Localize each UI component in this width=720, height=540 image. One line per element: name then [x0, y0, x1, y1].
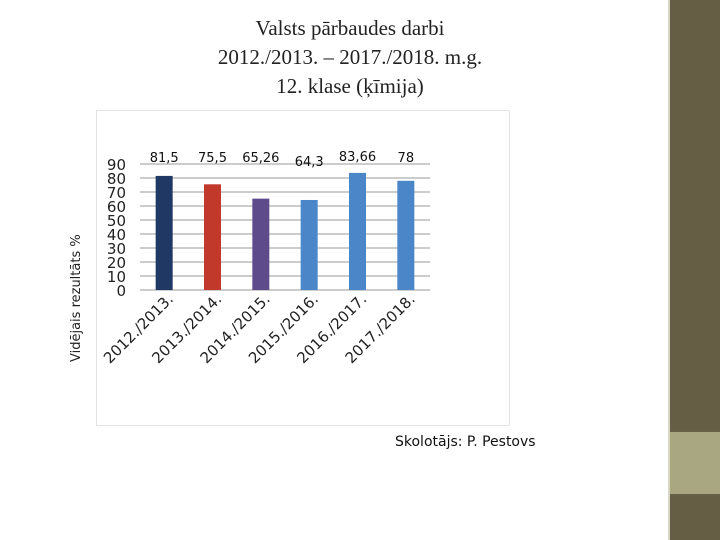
title-line-1: Valsts pārbaudes darbi	[255, 16, 445, 40]
data-label: 78	[398, 151, 415, 166]
x-tick-labels: 2012./2013.2013./2014.2014./2015.2015./2…	[100, 290, 419, 367]
data-label: 64,3	[295, 155, 324, 170]
y-tick-label: 10	[107, 268, 126, 286]
bar	[349, 172, 366, 290]
y-tick-label: 30	[107, 240, 126, 258]
title-line-2: 2012./2013. – 2017./2018. m.g.	[217, 45, 483, 69]
bar	[155, 175, 173, 290]
slide-edge	[668, 0, 670, 540]
data-label: 65,26	[242, 151, 279, 166]
bar	[397, 180, 415, 290]
title-line-3: 12. klase (ķīmija)	[276, 74, 424, 98]
y-tick-label: 50	[107, 212, 126, 230]
gridlines	[140, 163, 430, 291]
y-tick-label: 20	[107, 254, 126, 272]
data-label: 75,5	[198, 151, 227, 166]
bars	[155, 172, 415, 290]
data-label: 81,5	[150, 151, 179, 166]
y-tick-label: 60	[107, 198, 126, 216]
y-tick-label: 40	[107, 226, 126, 244]
slide-title: Valsts pārbaudes darbi 2012./2013. – 201…	[150, 14, 550, 101]
bar	[204, 184, 221, 290]
decor-block-accent	[670, 432, 720, 494]
y-tick-label: 80	[107, 170, 126, 188]
y-axis-label: Vidējais rezultāts %	[69, 234, 84, 362]
bar	[300, 199, 318, 290]
bar	[252, 198, 270, 290]
data-labels: 81,5 75,5 65,26 64,3 83,66 78	[150, 150, 414, 170]
right-decor-panel	[670, 0, 720, 540]
y-tick-label: 70	[107, 184, 126, 202]
decor-block	[670, 0, 720, 430]
decor-block	[670, 496, 720, 540]
data-label: 83,66	[339, 150, 376, 165]
y-tick-label: 90	[107, 156, 126, 174]
y-tick-label: 0	[116, 282, 126, 300]
teacher-footer: Skolotājs: P. Pestovs	[395, 434, 536, 450]
